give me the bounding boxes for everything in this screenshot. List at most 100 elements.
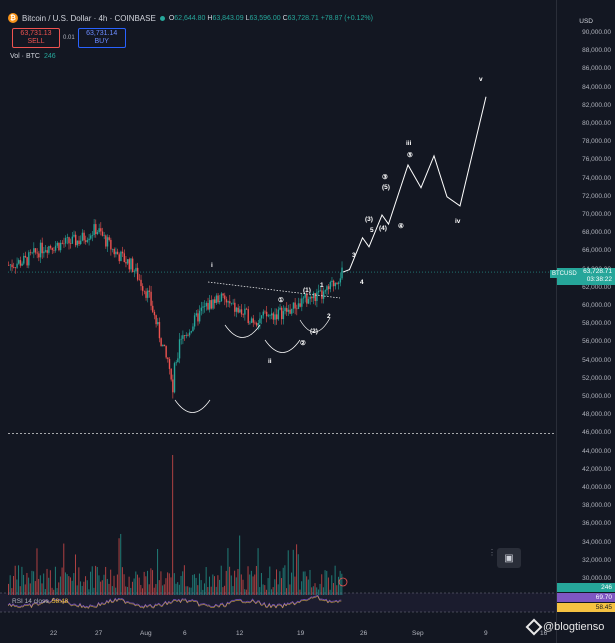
volume-bar	[274, 579, 276, 595]
price-tick: 72,000.00	[582, 192, 611, 200]
volume-bar	[88, 589, 90, 595]
rsi-name: RSI 14 close	[12, 598, 49, 605]
candle	[185, 334, 187, 336]
rsi-legend[interactable]: RSI 14 close 58.48	[12, 598, 68, 605]
volume-bar	[294, 576, 296, 595]
candle	[222, 293, 224, 296]
volume-bar	[173, 573, 175, 595]
sell-button[interactable]: 63,731.13 SELL	[12, 28, 60, 48]
price-tick: 66,000.00	[582, 247, 611, 255]
candle	[113, 249, 115, 255]
candle	[21, 263, 23, 266]
volume-bar	[260, 573, 262, 595]
volume-bar	[120, 533, 122, 595]
volume-bar	[170, 577, 172, 595]
candle	[105, 235, 107, 247]
volume-bar	[131, 581, 133, 595]
volume-bar	[163, 584, 165, 595]
volume-bar	[237, 569, 239, 595]
volume-bar	[240, 574, 242, 595]
candle	[336, 283, 338, 285]
volume-bar	[145, 576, 147, 595]
candle	[155, 315, 157, 325]
volume-bar	[239, 535, 241, 595]
candle	[120, 251, 122, 262]
candle	[147, 290, 149, 298]
candle	[118, 254, 120, 262]
volume-bar	[279, 571, 281, 595]
pattern-arc	[299, 317, 331, 333]
volume-bar	[46, 568, 48, 595]
price-tick: 68,000.00	[582, 229, 611, 237]
volume-bar	[34, 581, 36, 595]
candle	[83, 232, 85, 241]
volume-bar	[68, 576, 70, 595]
volume-bar	[242, 579, 244, 595]
price-axis[interactable]: USD 90,000.00 88,000.00 86,000.00 84,000.00…	[556, 0, 615, 643]
price-tick: 76,000.00	[582, 156, 611, 164]
currency-label[interactable]: USD	[579, 18, 593, 25]
candle	[100, 228, 102, 232]
wave-label: ④	[398, 223, 404, 230]
candle	[36, 252, 38, 254]
candle	[95, 224, 97, 235]
price-tick: 90,000.00	[582, 29, 611, 36]
price-tick: 88,000.00	[582, 47, 611, 55]
candle	[284, 308, 286, 312]
candle	[299, 303, 301, 307]
candle	[24, 255, 27, 258]
symbol-title[interactable]: Bitcoin / U.S. Dollar · 4h · COINBASE	[22, 13, 156, 23]
candle	[172, 379, 174, 393]
candle	[317, 290, 320, 293]
volume-bar	[291, 572, 293, 595]
candle	[38, 253, 40, 258]
candle	[307, 298, 310, 304]
wave-label: ③	[382, 174, 388, 181]
candle	[249, 322, 251, 324]
date-tick: 26	[360, 630, 368, 637]
volume-bar	[336, 585, 338, 595]
price-tick: 84,000.00	[582, 83, 611, 91]
volume-bar	[265, 589, 267, 595]
price-tick: 58,000.00	[582, 320, 611, 328]
candle	[219, 301, 221, 303]
price-tick: 44,000.00	[582, 447, 611, 455]
volume-bar	[232, 586, 234, 595]
volume-bar	[71, 580, 73, 595]
candle	[180, 338, 182, 340]
screenshot-button[interactable]: ▣	[497, 548, 521, 568]
price-chart[interactable]	[0, 0, 557, 643]
alert-marker	[338, 577, 348, 587]
candle	[304, 293, 306, 298]
buy-button[interactable]: 63,731.14 BUY	[77, 28, 126, 48]
price-tick: 78,000.00	[582, 138, 611, 146]
candle	[319, 290, 321, 291]
candle	[130, 258, 132, 270]
volume-bar	[111, 586, 113, 595]
candle	[68, 237, 70, 244]
volume-bar	[339, 570, 341, 595]
candle	[157, 322, 159, 325]
volume-bar	[140, 584, 142, 595]
candle	[212, 299, 214, 309]
candle	[282, 311, 285, 320]
candle	[227, 301, 229, 303]
candle	[301, 298, 303, 307]
candle	[108, 237, 110, 240]
volume-bar	[83, 581, 85, 595]
candle	[158, 322, 161, 339]
volume-bar	[61, 567, 63, 595]
pattern-arc	[174, 399, 211, 413]
volume-bar	[158, 580, 160, 595]
volume-bar	[282, 567, 284, 595]
candle	[73, 234, 75, 237]
more-icon[interactable]: ⋮	[488, 548, 496, 557]
volume-legend[interactable]: Vol · BTC 246	[10, 53, 56, 60]
candle	[51, 247, 53, 251]
volume-bar	[314, 583, 316, 595]
wave-label: 1	[320, 282, 324, 289]
wave-label: ⑤	[407, 152, 413, 159]
volume-bar	[63, 543, 65, 595]
volume-bar	[24, 584, 26, 595]
candle	[28, 252, 30, 266]
